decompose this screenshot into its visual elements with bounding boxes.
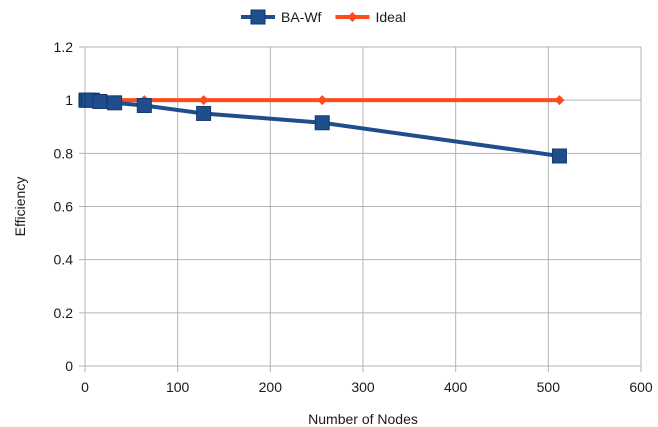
gridlines [84, 46, 642, 367]
x-tick-label: 500 [537, 379, 561, 395]
legend-marker-ideal [347, 12, 358, 22]
legend-item-ideal: Ideal [335, 9, 406, 25]
legend-label-ba-wf: BA-Wf [281, 9, 322, 25]
data-point-ba-wf [107, 95, 123, 111]
series-ideal [80, 95, 565, 106]
legend-item-ba-wf: BA-Wf [241, 9, 322, 25]
x-axis-title: Number of Nodes [308, 411, 418, 427]
legend-marker-ba-wf [250, 9, 266, 25]
axes: 0 0.2 0.4 0.6 0.8 1 1.2 0 100 200 300 400 500 600 [54, 39, 653, 395]
y-tick-label: 1 [65, 92, 73, 108]
x-tick-label: 300 [351, 379, 375, 395]
legend-label-ideal: Ideal [375, 9, 405, 25]
legend: BA-Wf Ideal [241, 9, 406, 25]
series-layer [78, 92, 567, 164]
y-tick-label: 0.2 [54, 305, 74, 321]
x-tick-label: 200 [259, 379, 283, 395]
y-tick-label: 0 [65, 358, 73, 374]
x-tick-label: 400 [444, 379, 468, 395]
data-point-ba-wf [314, 115, 330, 131]
y-tick-label: 1.2 [54, 39, 74, 55]
y-tick-label: 0.4 [54, 252, 74, 268]
data-point-ideal [554, 95, 565, 106]
data-point-ba-wf [196, 105, 212, 121]
y-tick-label: 0.8 [54, 145, 74, 161]
x-tick-label: 100 [166, 379, 190, 395]
data-point-ideal [198, 95, 209, 106]
data-point-ba-wf [92, 93, 108, 109]
data-point-ba-wf [551, 148, 567, 164]
x-tick-label: 0 [81, 379, 89, 395]
y-axis-title: Efficiency [12, 177, 28, 237]
x-tick-label: 600 [629, 379, 653, 395]
data-point-ba-wf [136, 97, 152, 113]
series-ba-wf [78, 92, 567, 164]
data-point-ideal [317, 95, 328, 106]
y-tick-label: 0.6 [54, 199, 74, 215]
